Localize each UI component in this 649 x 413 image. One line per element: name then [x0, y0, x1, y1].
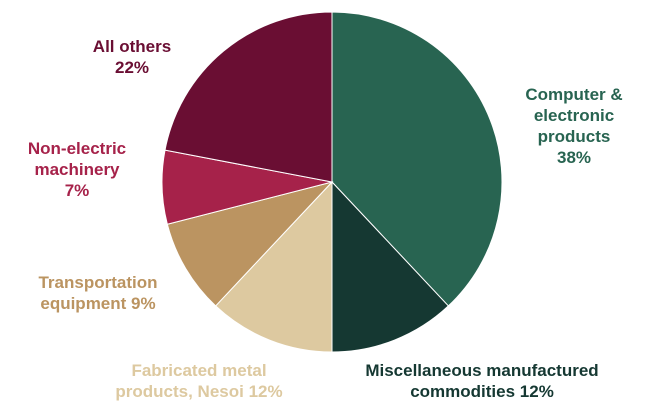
label-line: All others — [92, 37, 172, 56]
pie-slice-0 — [331, 11, 503, 307]
pie-slice-5 — [164, 11, 333, 183]
pie-slice-1 — [331, 180, 450, 353]
label-transportation: Transportation equipment 9% — [14, 272, 182, 314]
label-line: commodities — [410, 382, 516, 401]
label-line: products, Nesoi — [115, 382, 244, 401]
label-line: Miscellaneous manufactured — [365, 361, 599, 380]
label-value: 38% — [556, 148, 592, 167]
label-line: machinery — [34, 160, 120, 179]
label-line: Transportation — [38, 273, 158, 292]
label-non-electric-machinery: Non-electric machinery 7% — [6, 138, 148, 201]
label-line: electronic — [533, 106, 615, 125]
pie-slice-3 — [166, 181, 334, 307]
label-line: Fabricated metal — [131, 361, 267, 380]
label-all-others: All others 22% — [70, 36, 194, 78]
label-line-with-value: products, Nesoi 12% — [88, 381, 310, 402]
label-value: 7% — [64, 181, 90, 200]
label-line-with-value: commodities 12% — [330, 381, 634, 402]
label-line: Computer & — [525, 85, 623, 104]
label-value: 12% — [519, 382, 554, 401]
pie-slice-2 — [214, 180, 333, 353]
label-line: equipment — [40, 294, 127, 313]
label-value: 22% — [114, 58, 150, 77]
label-computer-electronic: Computer & electronic products 38% — [513, 84, 635, 168]
label-line: Non-electric — [27, 139, 127, 158]
label-line-with-value: equipment 9% — [14, 293, 182, 314]
label-fabricated-metal: Fabricated metal products, Nesoi 12% — [88, 360, 310, 402]
label-value: 9% — [131, 294, 156, 313]
label-value: 12% — [248, 382, 283, 401]
label-line: products — [537, 127, 611, 146]
label-misc-manufactured: Miscellaneous manufactured commodities 1… — [330, 360, 634, 402]
